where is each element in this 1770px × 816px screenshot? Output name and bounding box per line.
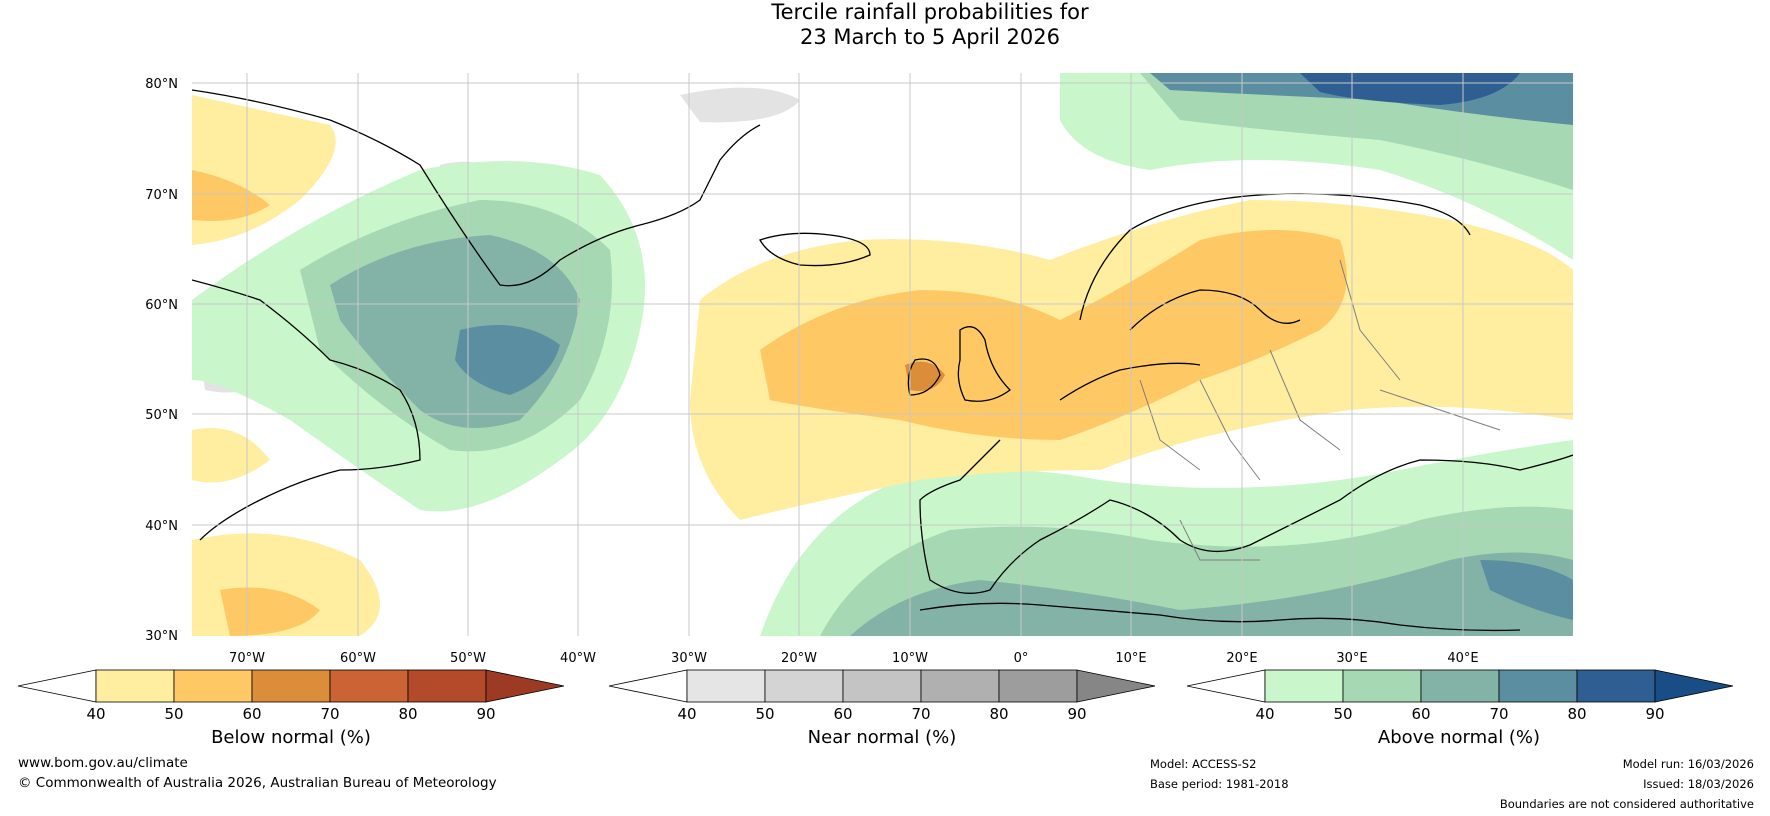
colorbar-label-below-normal: Below normal (%): [211, 727, 371, 748]
colorbar-tick-label: 80: [989, 705, 1008, 723]
colorbar-segment: [95, 669, 175, 703]
colorbar-tick-label: 50: [1333, 705, 1352, 723]
lon-label: 70°W: [229, 651, 265, 666]
lon-label: 20°E: [1226, 651, 1257, 666]
colorbar-over-triangle: [485, 669, 565, 703]
colorbar-segment: [920, 669, 1000, 703]
disclaimer-text: Boundaries are not considered authoritat…: [1499, 797, 1754, 811]
colorbar-tick-label: 40: [1255, 705, 1274, 723]
greenland-coast: [192, 89, 761, 287]
british-isles-coast: [907, 326, 1011, 402]
lon-label: 40°E: [1447, 651, 1478, 666]
lat-label: 60°N: [145, 298, 178, 313]
colorbar-tick-label: 90: [476, 705, 495, 723]
lon-label: 60°W: [340, 651, 376, 666]
colorbar-under-triangle: [608, 669, 688, 703]
title-line-2: 23 March to 5 April 2026: [800, 25, 1060, 49]
iceland-coast: [759, 232, 871, 267]
colorbar-segment: [251, 669, 331, 703]
below-normal-region: [192, 170, 270, 221]
colorbar-tick-label: 60: [1411, 705, 1430, 723]
website-text: www.bom.gov.au/climate: [18, 755, 188, 771]
map-title: Tercile rainfall probabilities for 23 Ma…: [0, 0, 1770, 50]
coastlines: [192, 89, 1573, 632]
colorbar-segment: [842, 669, 922, 703]
colorbar-tick-label: 90: [1645, 705, 1664, 723]
colorbars: 40 50 60 70 80 90 40 50 60 70 80 90 40 50 60 70 80 90: [17, 669, 1734, 723]
latitude-labels: 80°N 70°N 60°N 50°N 40°N 30°N: [145, 77, 178, 644]
lon-label: 0°: [1014, 651, 1029, 666]
base-period-text: Base period: 1981-2018: [1150, 777, 1289, 791]
colorbar-tick-label: 70: [1489, 705, 1508, 723]
above-normal-region: [1480, 560, 1573, 620]
colorbar-label-near-normal: Near normal (%): [807, 727, 957, 748]
colorbar-under-triangle: [1186, 669, 1266, 703]
title-line-1: Tercile rainfall probabilities for: [771, 0, 1089, 24]
colorbar-segment: [1264, 669, 1344, 703]
below-normal-region: [220, 587, 320, 636]
issued-text: Issued: 18/03/2026: [1643, 777, 1754, 791]
colorbar-tick-label: 80: [1567, 705, 1586, 723]
colorbar-segment: [1576, 669, 1656, 703]
colorbar-segment: [407, 669, 487, 703]
colorbar-tick-label: 50: [164, 705, 183, 723]
lon-label: 50°W: [450, 651, 486, 666]
lat-label: 80°N: [145, 77, 178, 92]
above-normal-region: [1300, 73, 1520, 105]
lon-label: 30°W: [671, 651, 707, 666]
colorbar-tick-label: 70: [320, 705, 339, 723]
colorbar-tick-label: 40: [677, 705, 696, 723]
europe-coast: [919, 362, 1573, 594]
colorbar-tick-label: 50: [755, 705, 774, 723]
above-normal-region: [850, 552, 1573, 636]
colorbar-segment: [173, 669, 253, 703]
above-normal-region: [455, 325, 560, 395]
colorbar-label-above-normal: Above normal (%): [1377, 727, 1541, 748]
lon-label: 40°W: [560, 651, 596, 666]
copyright-text: © Commonwealth of Australia 2026, Austra…: [18, 775, 497, 791]
colorbar-tick-label: 60: [833, 705, 852, 723]
colorbar-segment: [1498, 669, 1578, 703]
colorbar-segment: [764, 669, 844, 703]
colorbar-over-triangle: [1654, 669, 1734, 703]
colorbar-tick-label: 60: [242, 705, 261, 723]
near-normal-region: [680, 87, 800, 123]
lon-label: 10°E: [1115, 651, 1146, 666]
colorbar-tick-label: 90: [1067, 705, 1086, 723]
longitude-labels: 70°W 60°W 50°W 40°W 30°W 20°W 10°W 0° 10…: [229, 651, 1479, 666]
gridlines: [192, 73, 1573, 636]
colorbar-over-triangle: [1076, 669, 1156, 703]
below-normal-region: [192, 428, 270, 483]
africa-coast: [919, 602, 1521, 632]
canada-coast: [192, 279, 421, 541]
colorbar-segment: [686, 669, 766, 703]
scandinavia-coast: [1079, 193, 1471, 331]
colorbar-tick-label: 80: [398, 705, 417, 723]
colorbar-tick-label: 40: [86, 705, 105, 723]
colorbar-tick-label: 70: [911, 705, 930, 723]
lat-label: 40°N: [145, 519, 178, 534]
colorbar-under-triangle: [17, 669, 97, 703]
lat-label: 30°N: [145, 629, 178, 644]
lon-label: 20°W: [781, 651, 817, 666]
model-text: Model: ACCESS-S2: [1150, 757, 1257, 771]
colorbar-segment: [1420, 669, 1500, 703]
model-run-text: Model run: 16/03/2026: [1622, 757, 1754, 771]
colorbar-segment: [998, 669, 1078, 703]
country-borders: [1139, 259, 1501, 561]
lat-label: 50°N: [145, 408, 178, 423]
below-normal-region: [760, 230, 1347, 440]
lon-label: 30°E: [1336, 651, 1367, 666]
lon-label: 10°W: [892, 651, 928, 666]
lat-label: 70°N: [145, 188, 178, 203]
colorbar-segment: [1342, 669, 1422, 703]
colorbar-segment: [329, 669, 409, 703]
